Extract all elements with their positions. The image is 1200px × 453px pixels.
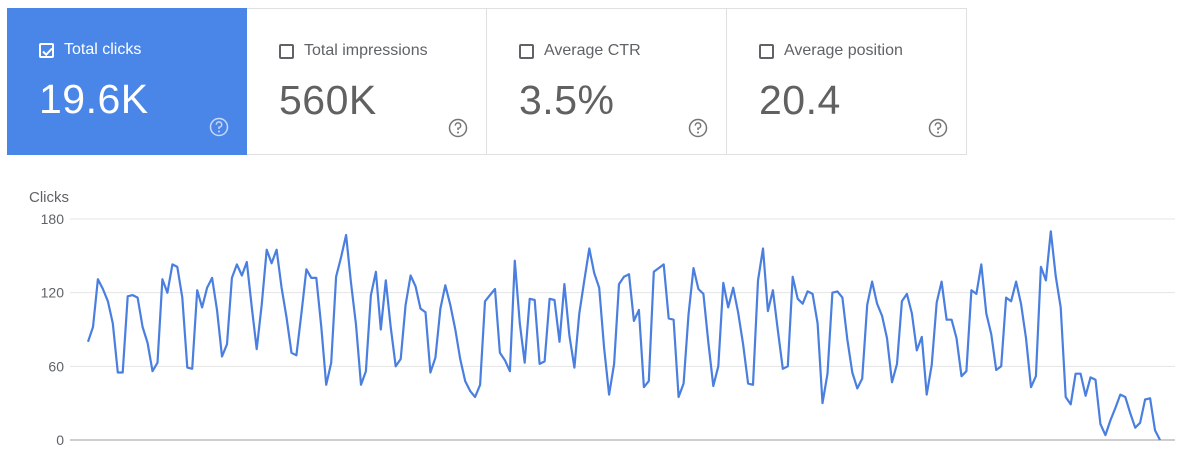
metric-header: Average position xyxy=(759,42,903,60)
help-circle-icon[interactable] xyxy=(928,118,948,138)
y-tick-label: 180 xyxy=(41,211,65,227)
metric-label: Average position xyxy=(784,42,903,59)
checkbox-unchecked[interactable] xyxy=(519,43,534,59)
metric-card-average-ctr[interactable]: Average CTR 3.5% xyxy=(487,8,727,155)
y-tick-label: 120 xyxy=(41,285,65,301)
metric-card-average-position[interactable]: Average position 20.4 xyxy=(727,8,967,155)
y-axis-label: Clicks xyxy=(29,189,69,206)
y-tick-label: 0 xyxy=(56,432,64,448)
metric-label: Total clicks xyxy=(64,41,142,58)
checkbox-unchecked[interactable] xyxy=(279,43,294,59)
y-tick-labels: 180 120 60 0 xyxy=(41,211,65,448)
metric-value: 19.6K xyxy=(39,76,149,122)
series-line-clicks[interactable] xyxy=(86,230,1161,441)
grid-lines xyxy=(70,218,1175,441)
check-icon xyxy=(42,47,53,56)
help-circle-icon[interactable] xyxy=(448,118,468,138)
checkbox-unchecked[interactable] xyxy=(759,43,774,59)
metric-header: Total impressions xyxy=(279,42,428,60)
metric-value: 560K xyxy=(279,77,377,123)
metric-value: 3.5% xyxy=(519,77,615,123)
help-circle-icon[interactable] xyxy=(209,117,229,137)
metric-cards: Total clicks 19.6K Total impressions 560… xyxy=(7,8,967,155)
metric-header: Average CTR xyxy=(519,42,641,60)
metric-label: Average CTR xyxy=(544,42,641,59)
metric-card-total-impressions[interactable]: Total impressions 560K xyxy=(247,8,487,155)
checkbox-checked[interactable] xyxy=(39,42,54,58)
metric-value: 20.4 xyxy=(759,77,841,123)
metric-label: Total impressions xyxy=(304,42,428,59)
clicks-line-chart[interactable]: Clicks 180 120 60 0 xyxy=(0,155,1200,453)
series-group xyxy=(86,230,1161,441)
metric-header: Total clicks xyxy=(39,41,141,59)
help-circle-icon[interactable] xyxy=(688,118,708,138)
y-tick-label: 60 xyxy=(48,358,64,374)
metric-card-total-clicks[interactable]: Total clicks 19.6K xyxy=(7,8,247,155)
